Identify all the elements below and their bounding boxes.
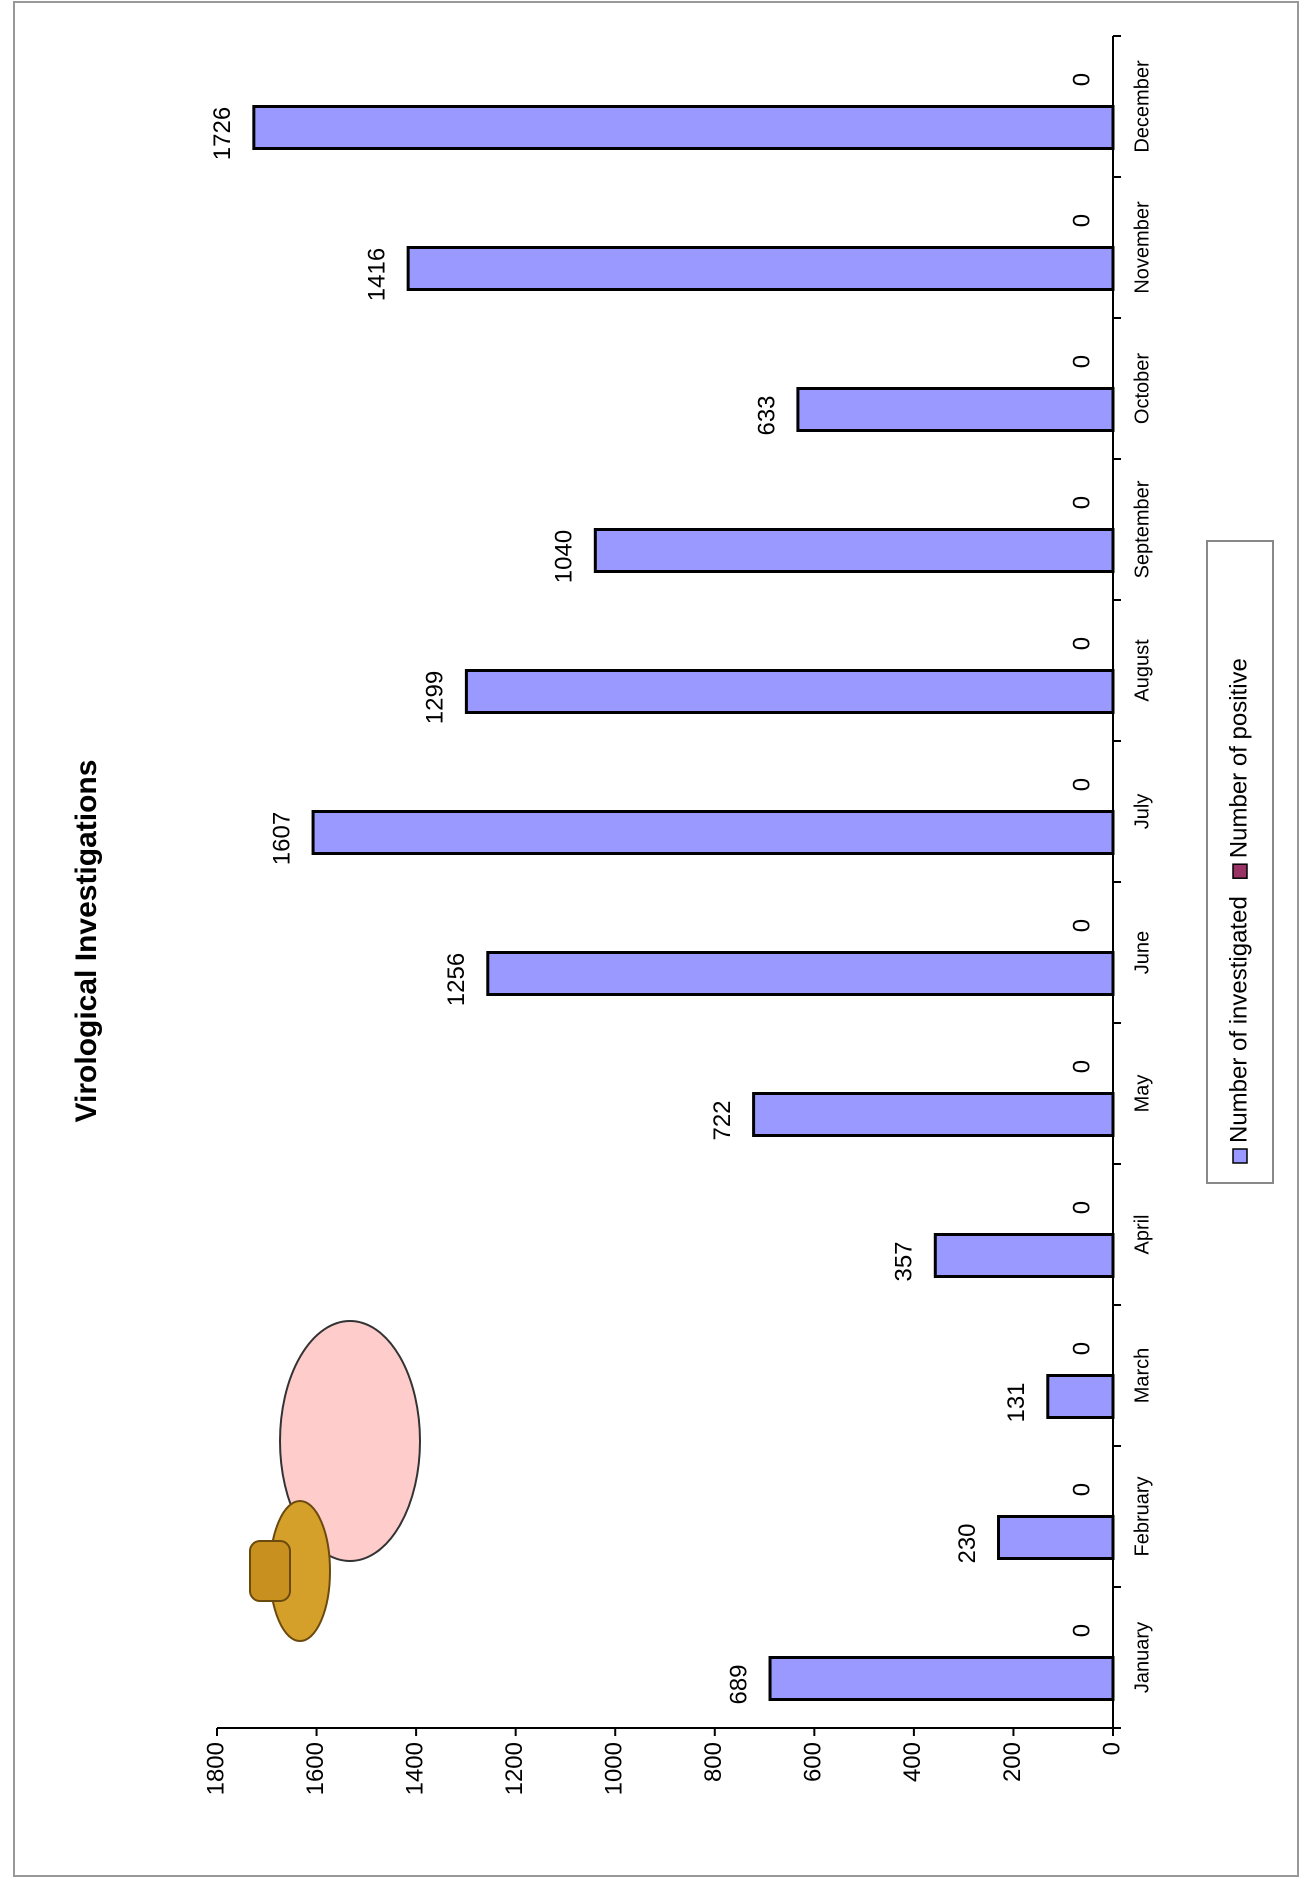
x-tick-label: February xyxy=(1131,1476,1153,1556)
value-label: 1416 xyxy=(363,248,390,301)
value-label: 1256 xyxy=(443,953,470,1006)
value-label: 0 xyxy=(1068,1060,1095,1073)
y-tick-label: 200 xyxy=(999,1742,1026,1782)
bar xyxy=(999,1517,1113,1559)
x-tick-label: August xyxy=(1131,639,1153,702)
value-label: 633 xyxy=(753,395,780,435)
value-label: 0 xyxy=(1068,1342,1095,1355)
value-label: 0 xyxy=(1068,496,1095,509)
x-tick-label: May xyxy=(1131,1075,1153,1113)
bar xyxy=(798,389,1113,431)
legend-label: Number of positive xyxy=(1225,658,1252,858)
y-tick-label: 400 xyxy=(899,1742,926,1782)
x-tick-label: September xyxy=(1131,480,1153,578)
value-label: 1607 xyxy=(268,812,295,865)
bar xyxy=(254,107,1113,149)
x-tick-label: January xyxy=(1131,1622,1153,1693)
chart-title: Virological Investigations xyxy=(70,760,103,1123)
x-tick-label: December xyxy=(1131,60,1153,153)
bar xyxy=(313,812,1113,854)
value-label: 689 xyxy=(725,1664,752,1704)
legend-label: Number of investigated xyxy=(1225,896,1252,1143)
x-tick-label: March xyxy=(1131,1348,1153,1404)
value-label: 722 xyxy=(709,1100,736,1140)
bar xyxy=(770,1658,1113,1700)
y-tick-label: 1400 xyxy=(401,1742,428,1795)
bar xyxy=(754,1094,1113,1136)
bar xyxy=(408,248,1113,290)
y-tick-label: 1000 xyxy=(601,1742,628,1795)
value-label: 1726 xyxy=(209,107,236,160)
value-label: 357 xyxy=(891,1241,918,1281)
chart: Virological Investigations 0 200 400 600 800… xyxy=(0,0,1304,1901)
value-label: 1299 xyxy=(422,671,449,724)
bar xyxy=(935,1235,1113,1277)
x-tick-label: October xyxy=(1131,353,1153,424)
value-label: 131 xyxy=(1003,1382,1030,1422)
x-tick-label: June xyxy=(1131,931,1153,974)
bar xyxy=(595,530,1113,572)
value-label: 0 xyxy=(1068,214,1095,227)
value-label: 0 xyxy=(1068,637,1095,650)
bar xyxy=(1048,1376,1113,1418)
value-label: 0 xyxy=(1068,1624,1095,1637)
value-label: 0 xyxy=(1068,919,1095,932)
bar xyxy=(466,671,1113,713)
value-label: 0 xyxy=(1068,1483,1095,1496)
value-label: 1040 xyxy=(551,530,578,583)
bar xyxy=(488,953,1113,995)
value-label: 0 xyxy=(1068,778,1095,791)
value-label: 230 xyxy=(954,1523,981,1563)
value-label: 0 xyxy=(1068,355,1095,368)
y-tick-label: 1600 xyxy=(302,1742,329,1795)
y-tick-label: 800 xyxy=(700,1742,727,1782)
y-tick-label: 1200 xyxy=(501,1742,528,1795)
y-tick-label: 1800 xyxy=(202,1742,229,1795)
value-label: 0 xyxy=(1068,73,1095,86)
x-tick-label: April xyxy=(1131,1214,1153,1254)
y-tick-label: 0 xyxy=(1098,1742,1125,1755)
legend-swatch xyxy=(1233,1149,1247,1163)
x-tick-label: November xyxy=(1131,201,1153,294)
legend-swatch xyxy=(1233,864,1247,878)
y-tick-label: 600 xyxy=(800,1742,827,1782)
x-tick-label: July xyxy=(1131,794,1153,830)
value-label: 0 xyxy=(1068,1201,1095,1214)
